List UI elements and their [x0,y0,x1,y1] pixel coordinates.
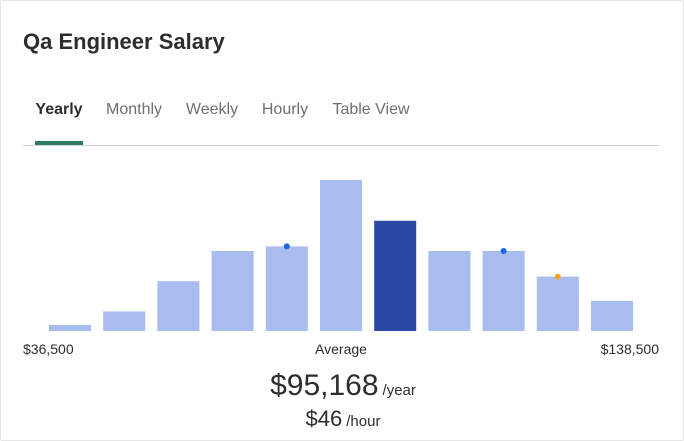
histogram-bar[interactable] [536,276,579,331]
histogram-bar-average[interactable] [374,220,417,331]
tab-yearly[interactable]: Yearly [35,91,83,145]
bar-marker-dot [500,248,507,254]
page-title: Qa Engineer Salary [23,29,225,54]
histogram-bar[interactable] [103,311,146,331]
histogram-bar[interactable] [428,251,471,331]
average-yearly-value: $95,168 [270,369,379,402]
average-hourly-value: $46 [305,406,343,431]
histogram-bar[interactable] [211,251,254,331]
average-hourly-unit: /hour [346,413,381,430]
average-hourly: $46/hour [1,406,684,432]
histogram-bar[interactable] [320,180,362,331]
histogram-bar[interactable] [265,246,308,331]
period-tabs: Yearly Monthly Weekly Hourly Table View [23,91,659,146]
tab-weekly[interactable]: Weekly [185,101,239,118]
average-label: Average [315,341,367,357]
average-yearly: $95,168/year [1,369,684,403]
tab-monthly[interactable]: Monthly [106,101,163,118]
tab-hourly[interactable]: Hourly [261,101,309,118]
range-min-label: $36,500 [23,341,74,357]
histogram-bar[interactable] [591,300,633,331]
tab-table-view[interactable]: Table View [332,101,410,118]
bar-marker-dot [554,273,561,280]
histogram-bar[interactable] [482,251,525,331]
range-max-label: $138,500 [600,341,659,357]
salary-histogram [49,180,633,331]
histogram-bar[interactable] [49,325,91,331]
average-yearly-unit: /year [382,382,416,399]
bar-marker-dot [283,243,290,250]
histogram-bar[interactable] [157,281,200,331]
